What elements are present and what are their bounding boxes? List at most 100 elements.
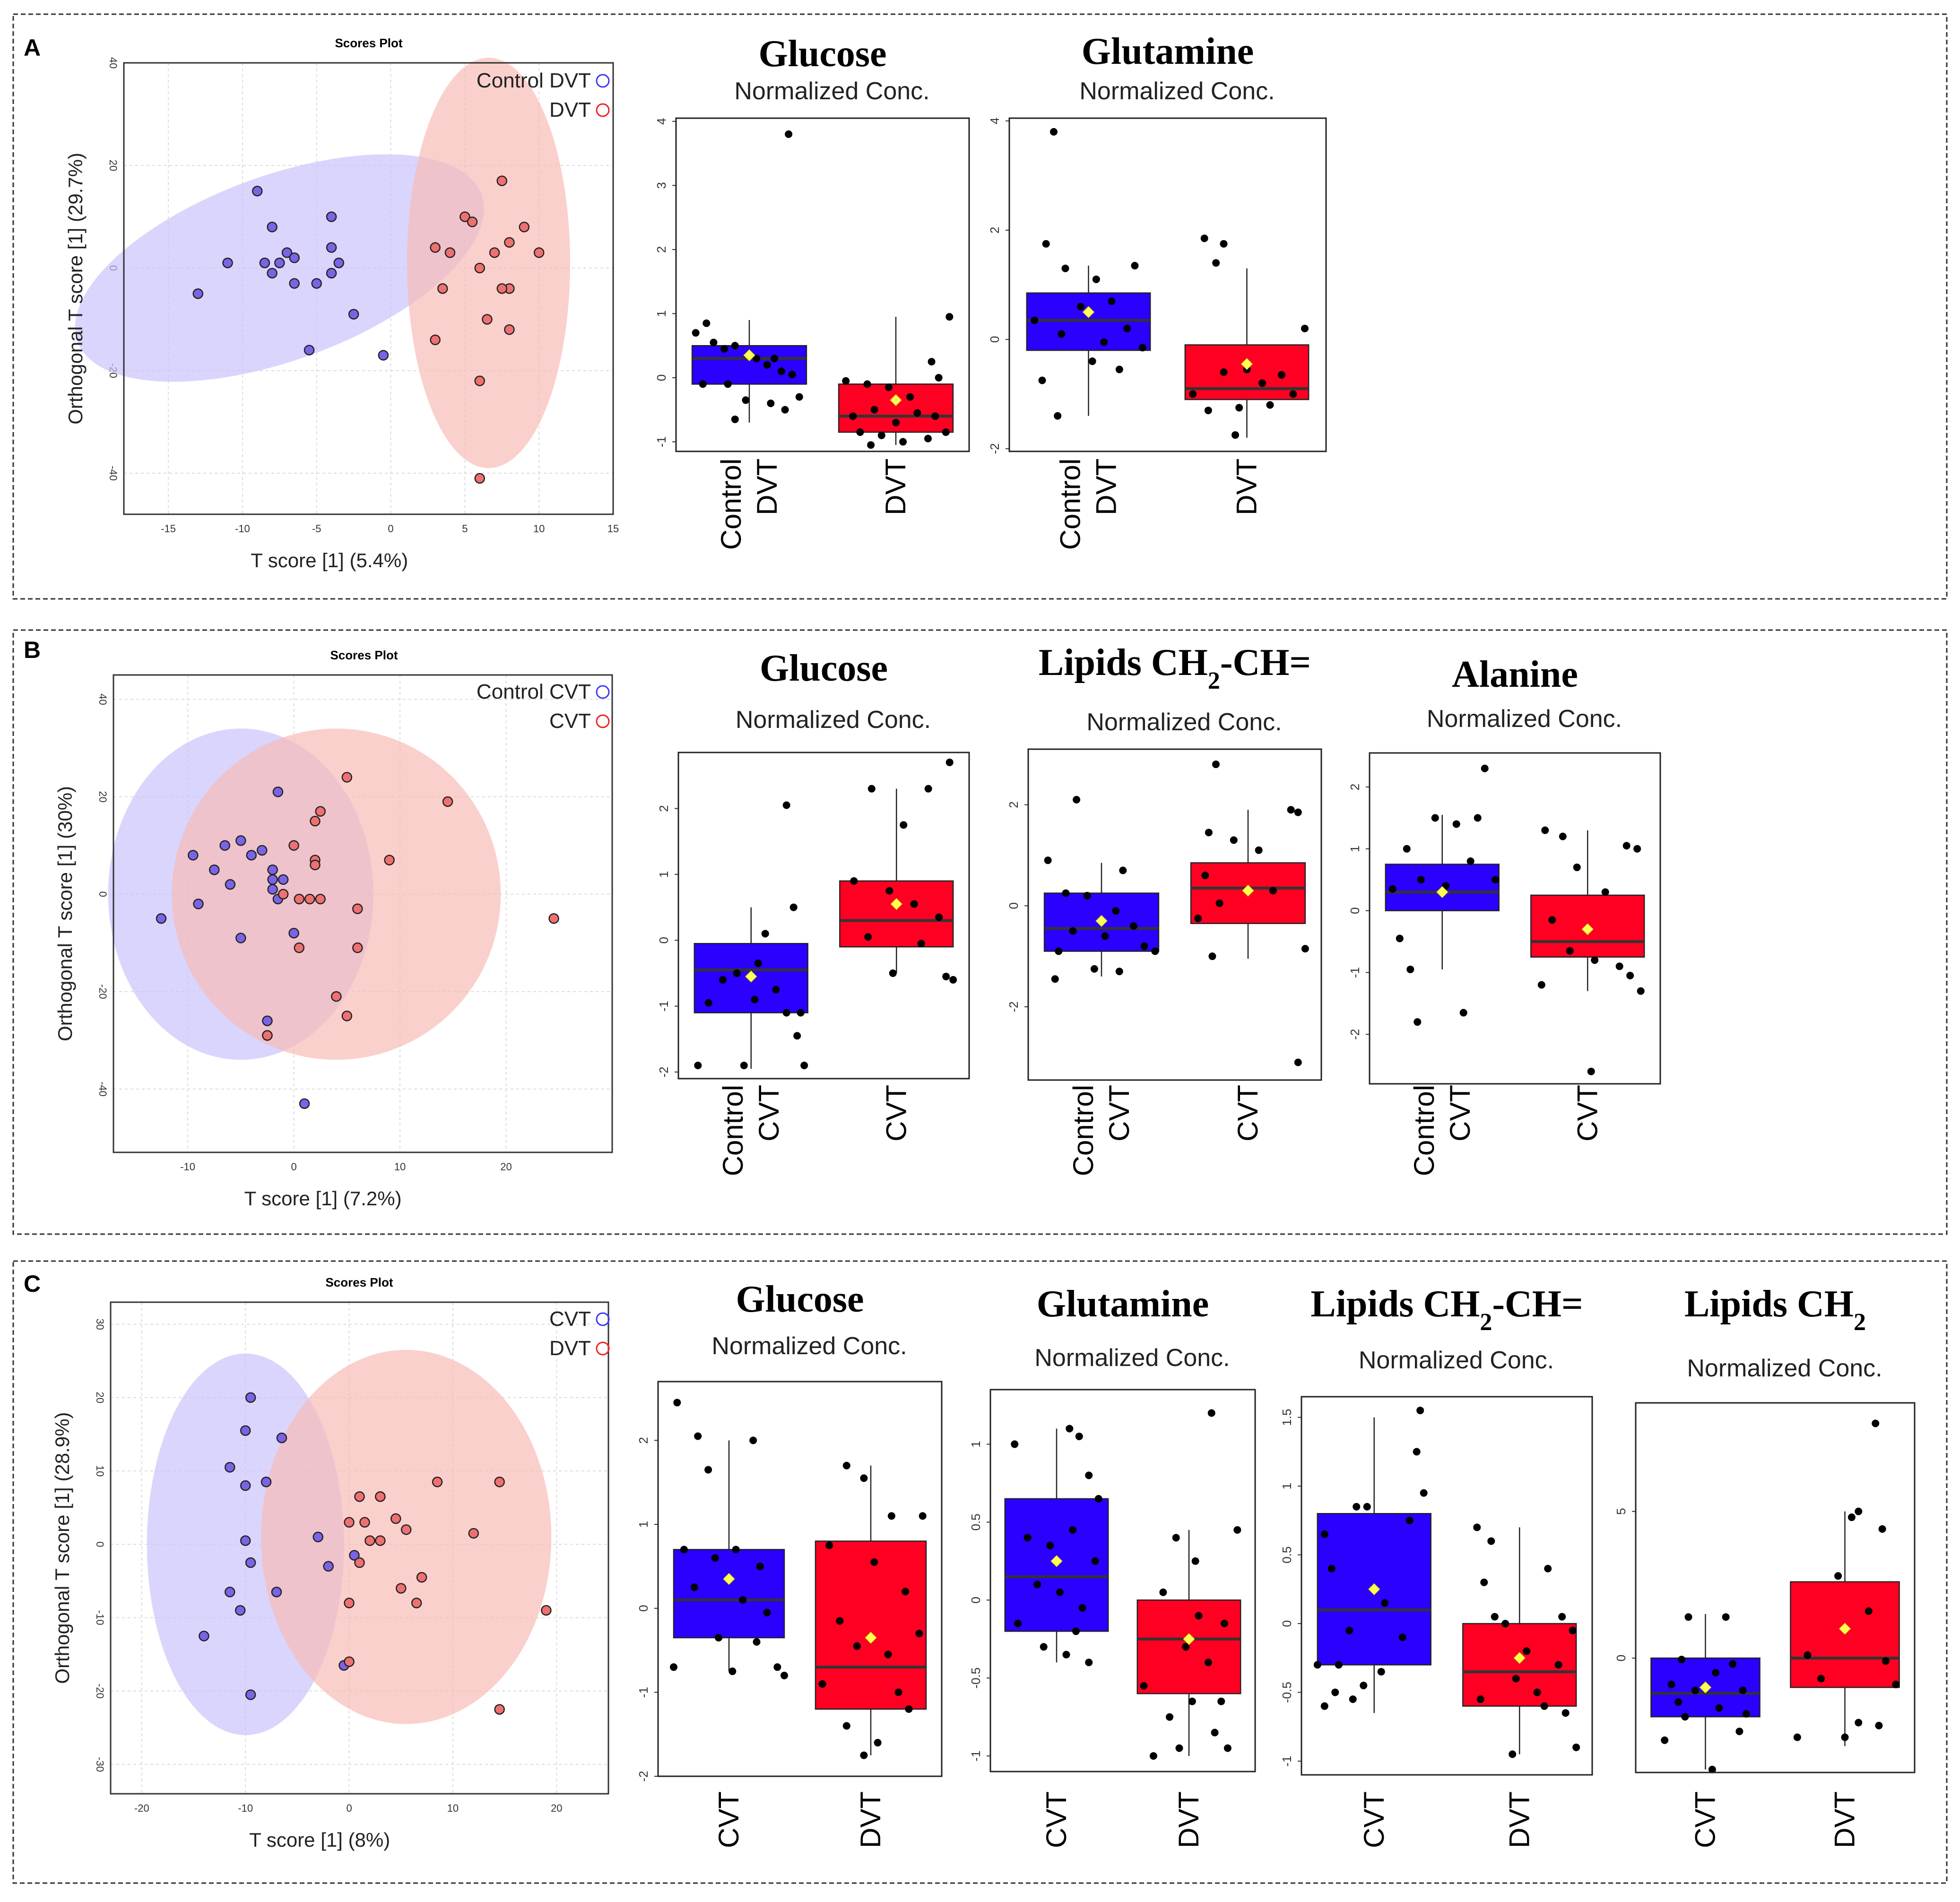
legend-label-control: Control DVT [477, 69, 591, 92]
mean-marker [723, 1573, 735, 1585]
data-point [767, 399, 775, 407]
x-axis-label: T score [1] (8%) [249, 1829, 390, 1851]
score-point-control [267, 268, 278, 279]
legend-marker-case [596, 103, 610, 117]
data-point [720, 345, 728, 353]
data-point [1119, 866, 1127, 874]
data-point [1061, 264, 1069, 272]
data-point [1091, 1557, 1099, 1565]
score-point-control [259, 257, 270, 268]
score-point-control [234, 1605, 246, 1616]
data-point [1878, 1525, 1886, 1533]
data-point [1416, 1407, 1424, 1415]
data-point [1101, 932, 1109, 940]
title-subscript: 2 [1854, 1309, 1866, 1336]
data-point [1678, 1656, 1686, 1664]
score-point-control [311, 278, 322, 289]
data-point [749, 1436, 757, 1444]
data-point [1381, 1599, 1389, 1607]
score-point-case [364, 1535, 375, 1546]
mean-marker [1699, 1681, 1712, 1694]
panel-a-frame [12, 13, 1948, 600]
x-tick-label: 20 [500, 1161, 512, 1173]
data-point [1377, 1668, 1385, 1676]
y-tick-label: 1 [654, 310, 668, 317]
data-point [1615, 962, 1623, 970]
y-tick-label: -30 [94, 1757, 106, 1772]
data-point [900, 821, 908, 829]
data-point [1212, 259, 1220, 267]
y-axis-label: Orthogonal T score [1] (30%) [54, 786, 76, 1041]
data-point [692, 329, 700, 337]
score-point-case [444, 247, 456, 258]
data-point [1413, 1448, 1421, 1456]
data-point [1077, 303, 1085, 311]
data-point [1739, 1686, 1747, 1695]
subtitle: Normalized Conc. [1034, 1344, 1230, 1372]
data-point [1793, 1733, 1801, 1741]
data-point [694, 1062, 702, 1070]
data-point [1294, 808, 1302, 816]
data-point [1345, 1626, 1353, 1634]
score-point-control [326, 242, 337, 253]
box-case [839, 880, 954, 948]
category-label: CVT [1571, 1085, 1603, 1141]
data-point [1841, 1733, 1849, 1741]
data-point [1108, 297, 1116, 305]
mean-marker [890, 394, 902, 406]
confidence-ellipse-case [407, 58, 571, 468]
data-point [1320, 1530, 1328, 1538]
data-point [1431, 814, 1439, 822]
data-point [1269, 887, 1277, 895]
data-point [899, 438, 907, 446]
data-point [864, 933, 872, 941]
category-label: CVT [1041, 1791, 1072, 1848]
x-tick-label: -15 [161, 523, 176, 535]
category-label: Control [1408, 1085, 1440, 1176]
data-point [1131, 262, 1139, 270]
data-point [1875, 1721, 1883, 1729]
y-tick-label: 2 [636, 1437, 650, 1444]
y-tick-label: -1 [654, 436, 668, 447]
data-point [1115, 968, 1123, 976]
data-point [902, 1588, 910, 1596]
data-point [1320, 1702, 1328, 1710]
data-point [789, 903, 798, 911]
mean-marker [743, 349, 755, 362]
score-point-case [304, 893, 315, 905]
data-point [1622, 842, 1630, 850]
y-tick-label: 0 [1006, 902, 1021, 909]
confidence-ellipse-case [261, 1349, 552, 1724]
score-point-case [533, 247, 545, 258]
subtitle: Normalized Conc. [1086, 709, 1282, 736]
score-point-control [299, 1098, 310, 1109]
data-point [945, 758, 954, 766]
metabolite-title: Glutamine [1037, 1283, 1209, 1325]
data-point [1674, 1698, 1682, 1706]
score-point-case [474, 375, 485, 387]
metabolite-title: Lipids CH2-CH= [1310, 1283, 1583, 1336]
data-point [1561, 1709, 1570, 1717]
subtitle: Normalized Conc. [736, 706, 931, 734]
score-point-control [278, 874, 289, 885]
data-point [1046, 1541, 1054, 1549]
data-point [1220, 368, 1228, 376]
data-point [699, 380, 707, 388]
data-point [1212, 761, 1220, 769]
data-point [1735, 1728, 1743, 1736]
data-point [924, 434, 932, 442]
data-point [781, 406, 789, 414]
data-point [1492, 876, 1500, 884]
data-point [1587, 1067, 1595, 1075]
score-point-case [384, 855, 395, 865]
data-point [818, 1680, 826, 1688]
category-label: DVT [1829, 1791, 1861, 1848]
score-point-case [359, 1517, 370, 1528]
mean-marker [1436, 886, 1448, 899]
panel-c-label: C [24, 1271, 41, 1297]
plot-frame [1301, 1396, 1593, 1776]
y-tick-label: -1 [657, 1001, 671, 1012]
plot-frame [675, 117, 970, 452]
